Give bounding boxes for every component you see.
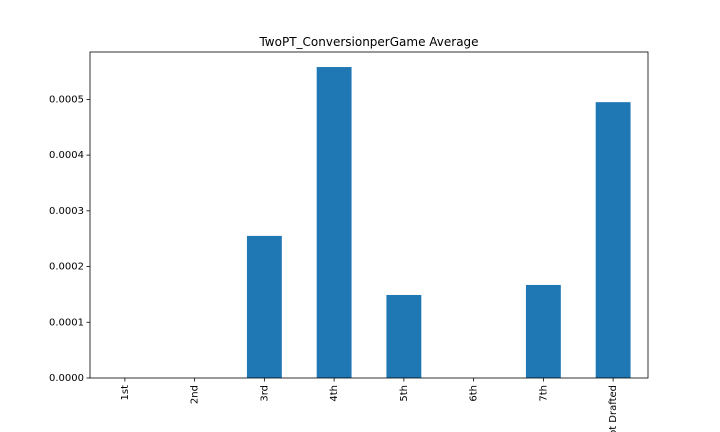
bar-3rd: [246, 235, 282, 378]
bars-group: [246, 67, 631, 379]
y-axis: 0.0000 0.0001 0.0002 0.0003 0.0004 0.0005: [49, 94, 90, 384]
x-axis: 1st 2nd 3rd 4th 5th 6th 7th Not Drafted: [120, 378, 619, 432]
plot-frame: [89, 51, 649, 379]
x-tick-label: Not Drafted: [608, 385, 619, 432]
x-tick-label: 5th: [399, 385, 410, 402]
x-tick-label: 6th: [469, 385, 480, 402]
y-tick-label: 0.0001: [49, 317, 84, 328]
bar-5th: [386, 294, 422, 378]
x-tick-label: 3rd: [259, 385, 270, 402]
bar-not-drafted: [595, 102, 631, 379]
y-tick-label: 0.0002: [49, 262, 84, 273]
x-tick-label: 7th: [538, 385, 549, 402]
x-tick-label: 4th: [329, 385, 340, 402]
x-tick-label: 2nd: [190, 385, 201, 404]
y-tick-label: 0.0004: [49, 150, 84, 161]
bar-4th: [316, 67, 352, 379]
y-tick-label: 0.0003: [49, 206, 84, 217]
y-tick-label: 0.0005: [49, 94, 84, 105]
bar-7th: [525, 284, 561, 378]
chart-title: TwoPT_ConversionperGame Average: [258, 35, 478, 49]
x-tick-label: 1st: [120, 385, 131, 401]
y-tick-label: 0.0000: [49, 373, 84, 384]
